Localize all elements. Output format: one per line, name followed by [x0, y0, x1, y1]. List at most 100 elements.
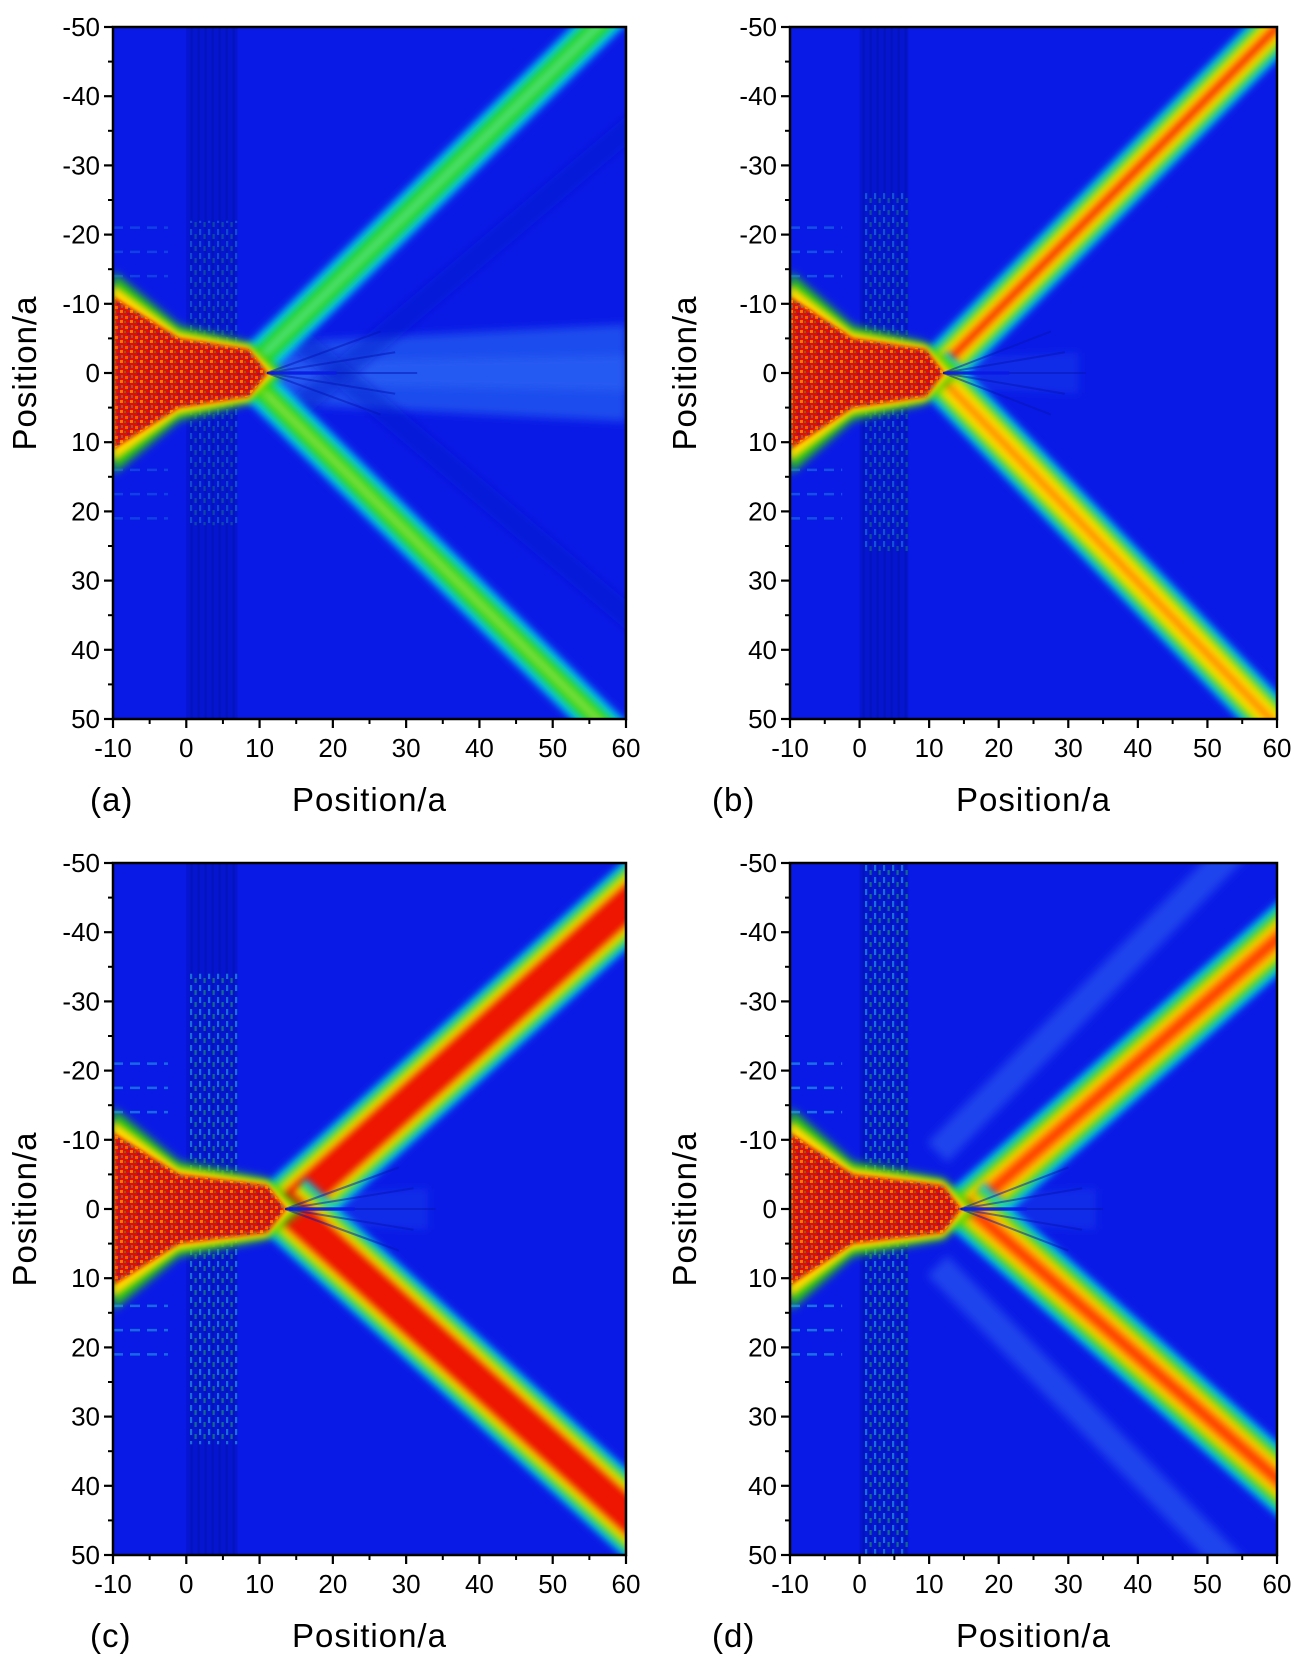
- y-tick-label: -30: [62, 150, 100, 180]
- x-tick-label: 20: [318, 1569, 347, 1599]
- x-tick-label: 0: [179, 1569, 193, 1599]
- x-tick-label: -10: [94, 1569, 132, 1599]
- x-tick-label: 0: [852, 1569, 866, 1599]
- y-tick-label: -20: [739, 1056, 777, 1086]
- panel-b-y-axis-title: Position/a: [666, 295, 703, 451]
- y-tick-label: -30: [62, 986, 100, 1016]
- x-tick-label: 30: [1054, 1569, 1083, 1599]
- y-tick-label: 0: [763, 1194, 777, 1224]
- x-tick-label: 40: [465, 1569, 494, 1599]
- y-tick-label: 10: [748, 427, 777, 457]
- y-tick-label: -40: [62, 81, 100, 111]
- x-tick-label: 20: [984, 1569, 1013, 1599]
- y-tick-label: -20: [739, 220, 777, 250]
- beam-strip: [223, 351, 626, 719]
- panel-a-y-axis-title: Position/a: [6, 295, 43, 451]
- beam-strip: [223, 27, 626, 395]
- x-tick-label: 40: [1123, 1569, 1152, 1599]
- y-tick-label: -50: [739, 848, 777, 878]
- y-tick-label: 10: [71, 427, 100, 457]
- y-tick-label: -20: [62, 220, 100, 250]
- y-tick-label: 20: [71, 1332, 100, 1362]
- x-tick-label: -10: [771, 733, 809, 763]
- x-tick-label: 10: [915, 1569, 944, 1599]
- beam-strip: [927, 863, 1241, 1163]
- x-tick-label: 60: [1263, 733, 1292, 763]
- panel-d-y-axis-title: Position/a: [666, 1131, 703, 1287]
- beam-strip: [258, 1176, 626, 1555]
- x-tick-label: 30: [392, 1569, 421, 1599]
- heatmap-panel-c: [113, 863, 626, 1555]
- y-tick-label: 50: [748, 704, 777, 734]
- beam-strip: [911, 27, 1277, 398]
- x-tick-label: 60: [612, 733, 641, 763]
- x-tick-label: 30: [1054, 733, 1083, 763]
- y-tick-label: 40: [71, 1471, 100, 1501]
- y-tick-label: 50: [71, 1540, 100, 1570]
- y-tick-label: 20: [748, 496, 777, 526]
- panel-b-letter: (b): [712, 781, 756, 818]
- x-tick-label: -10: [94, 733, 132, 763]
- panel-d-letter: (d): [712, 1617, 756, 1654]
- y-tick-label: -30: [739, 150, 777, 180]
- y-tick-label: -40: [62, 917, 100, 947]
- y-tick-label: -40: [739, 81, 777, 111]
- y-tick-label: -30: [739, 986, 777, 1016]
- y-tick-label: 50: [71, 704, 100, 734]
- y-tick-label: 40: [748, 1471, 777, 1501]
- x-tick-label: 10: [245, 733, 274, 763]
- x-tick-label: 60: [612, 1569, 641, 1599]
- y-tick-label: 20: [71, 496, 100, 526]
- y-tick-label: -10: [739, 289, 777, 319]
- beam-strip: [268, 115, 626, 436]
- x-tick-label: 30: [392, 733, 421, 763]
- x-tick-label: 40: [465, 733, 494, 763]
- y-tick-label: -10: [62, 1125, 100, 1155]
- y-tick-label: 40: [71, 635, 100, 665]
- beam-strip: [258, 863, 626, 1242]
- x-tick-label: 10: [245, 1569, 274, 1599]
- y-tick-label: -50: [62, 12, 100, 42]
- x-tick-label: 20: [318, 733, 347, 763]
- heatmap-panel-a: [113, 27, 626, 719]
- y-tick-label: 30: [748, 566, 777, 596]
- x-tick-label: 50: [1193, 1569, 1222, 1599]
- heatmap-panel-d: [790, 863, 1277, 1555]
- panel-c-letter: (c): [90, 1617, 132, 1654]
- panel-d-x-axis-title: Position/a: [956, 1617, 1111, 1654]
- panel-a-letter: (a): [90, 781, 134, 818]
- y-tick-label: 10: [71, 1263, 100, 1293]
- beam-strip: [944, 1180, 1277, 1521]
- y-tick-label: -20: [62, 1056, 100, 1086]
- y-tick-label: 0: [86, 1194, 100, 1224]
- y-tick-label: 0: [86, 358, 100, 388]
- beam-strip: [911, 348, 1277, 719]
- y-tick-label: 10: [748, 1263, 777, 1293]
- x-tick-label: 0: [852, 733, 866, 763]
- y-tick-label: 20: [748, 1332, 777, 1362]
- x-tick-label: 50: [538, 733, 567, 763]
- x-tick-label: 10: [915, 733, 944, 763]
- panel-c-y-axis-title: Position/a: [6, 1131, 43, 1287]
- panel-c-x-axis-title: Position/a: [292, 1617, 447, 1654]
- panel-b-x-axis-title: Position/a: [956, 781, 1111, 818]
- y-tick-label: 30: [71, 566, 100, 596]
- y-tick-label: -50: [62, 848, 100, 878]
- y-tick-label: 30: [71, 1402, 100, 1432]
- x-tick-label: -10: [771, 1569, 809, 1599]
- x-tick-label: 50: [538, 1569, 567, 1599]
- x-tick-label: 20: [984, 733, 1013, 763]
- beam-strip: [268, 310, 626, 631]
- y-tick-label: -50: [739, 12, 777, 42]
- y-tick-label: -40: [739, 917, 777, 947]
- x-tick-label: 0: [179, 733, 193, 763]
- y-tick-label: 50: [748, 1540, 777, 1570]
- y-tick-label: -10: [62, 289, 100, 319]
- heatmap-panel-b: [790, 27, 1277, 719]
- beam-strip: [944, 897, 1277, 1238]
- x-tick-label: 40: [1123, 733, 1152, 763]
- y-tick-label: 40: [748, 635, 777, 665]
- panel-a-x-axis-title: Position/a: [292, 781, 447, 818]
